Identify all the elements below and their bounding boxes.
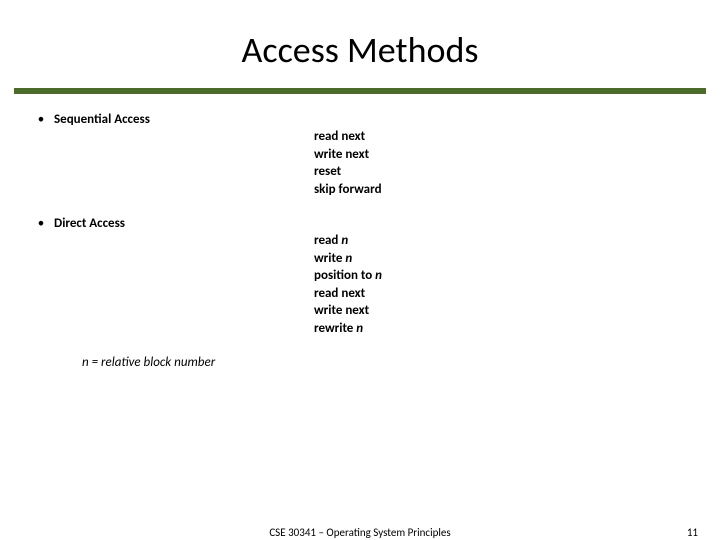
op-line: write n [314, 250, 382, 268]
op-line: write next [314, 302, 382, 320]
sequential-ops: read nextwrite nextresetskip forward [314, 112, 382, 198]
op-line: read n [314, 232, 382, 250]
slide-content: • Sequential Access read nextwrite nextr… [0, 94, 720, 370]
section-sequential: • Sequential Access read nextwrite nextr… [28, 112, 692, 198]
section-heading: Sequential Access [54, 112, 314, 129]
op-line: write next [314, 146, 382, 164]
bullet-icon: • [28, 112, 54, 129]
section-heading: Direct Access [54, 216, 314, 233]
op-line: reset [314, 163, 382, 181]
op-line: read next [314, 128, 382, 146]
bullet-icon: • [28, 216, 54, 233]
slide-title: Access Methods [0, 0, 720, 88]
op-line: rewrite n [314, 320, 382, 338]
direct-ops: read nwrite nposition to nread nextwrite… [314, 216, 382, 337]
op-line: position to n [314, 267, 382, 285]
op-line: skip forward [314, 181, 382, 199]
section-direct: • Direct Access read nwrite nposition to… [28, 216, 692, 337]
footer-course: CSE 30341 – Operating System Principles [269, 526, 450, 539]
relative-block-note: n = relative block number [82, 355, 692, 370]
op-line: read next [314, 285, 382, 303]
page-number: 11 [687, 526, 698, 539]
